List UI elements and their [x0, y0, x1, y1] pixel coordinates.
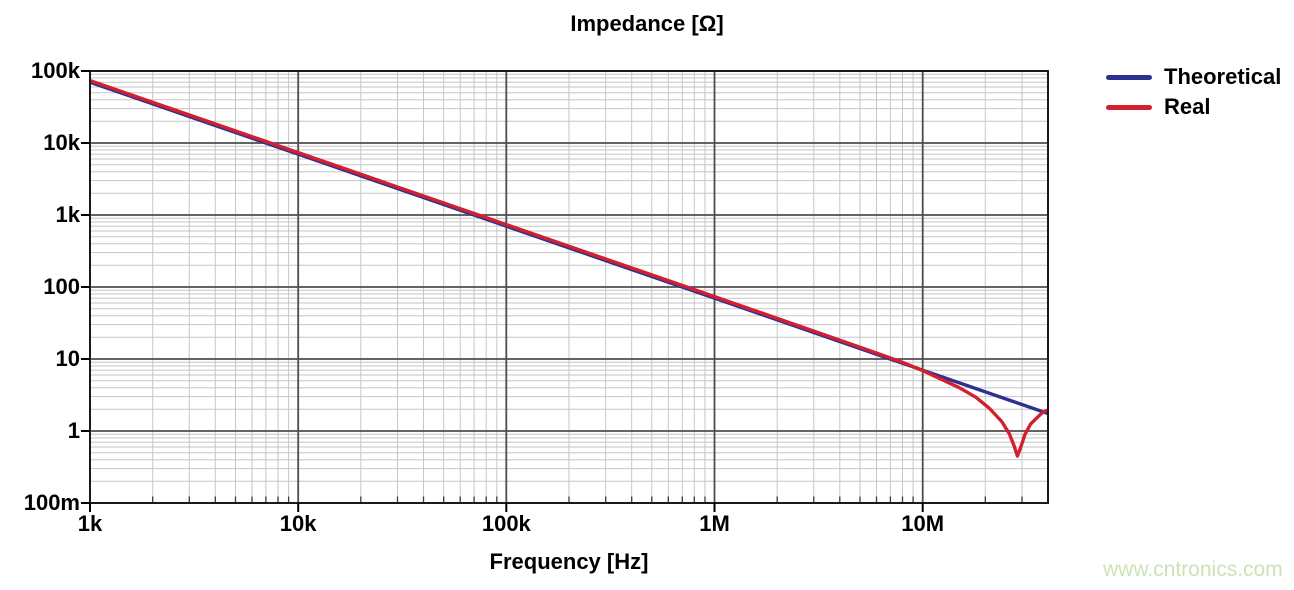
y-tick-label: 100k — [31, 58, 80, 83]
legend-swatch-theoretical — [1106, 74, 1152, 80]
y-tick-label: 1k — [55, 202, 80, 227]
legend-label: Real — [1164, 94, 1211, 119]
y-tick-label: 100 — [43, 274, 80, 299]
y-tick-label: 1 — [67, 418, 80, 443]
legend: Theoretical Real — [1106, 62, 1281, 122]
x-tick-label: 10k — [279, 511, 317, 536]
x-axis-title: Frequency [Hz] — [489, 549, 649, 574]
x-tick-label: 10M — [901, 511, 945, 536]
major-ticks — [81, 70, 924, 512]
watermark: www.cntronics.com — [1103, 558, 1283, 581]
series-line-real — [90, 78, 1048, 458]
legend-item-theoretical: Theoretical — [1106, 62, 1281, 92]
legend-swatch-real — [1106, 104, 1152, 110]
x-minor-ticks — [152, 496, 1023, 503]
chart-title: Impedance [Ω] — [570, 11, 724, 36]
y-tick-label: 10k — [43, 130, 80, 155]
x-tick-label: 1k — [77, 511, 103, 536]
legend-label: Theoretical — [1164, 64, 1282, 89]
grid-major — [90, 71, 1048, 503]
x-tick-label: 1M — [699, 511, 730, 536]
y-tick-label: 10 — [55, 346, 80, 371]
legend-item-real: Real — [1106, 92, 1281, 122]
y-tick-label: 100m — [23, 490, 80, 515]
x-tick-label: 100k — [481, 511, 531, 536]
